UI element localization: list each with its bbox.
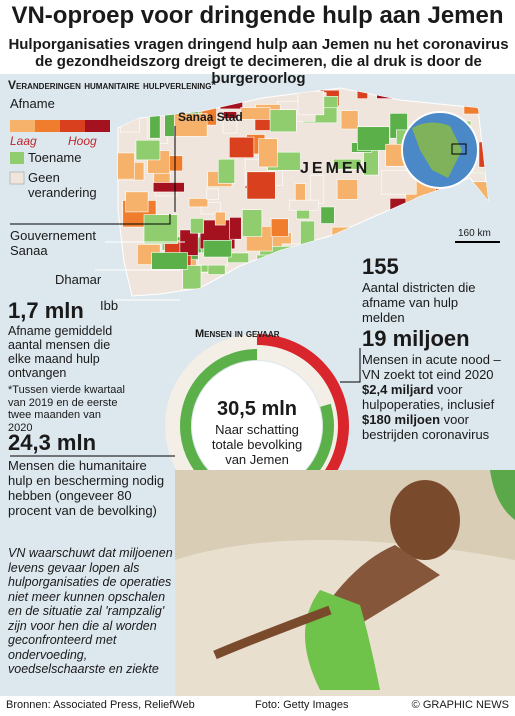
stat-text: Afname gemiddeld aantal mensen die elke … [8, 324, 113, 380]
district [179, 229, 199, 256]
district [217, 158, 236, 184]
legend-label: Geen verandering [28, 170, 97, 200]
district [222, 118, 238, 134]
text: voor hulpoperaties, inclusief [362, 382, 495, 412]
district [320, 206, 335, 224]
country-label: JEMEN [300, 160, 371, 177]
district [200, 202, 221, 215]
district [246, 171, 276, 200]
district [310, 175, 325, 204]
scale-label: 160 km [458, 228, 491, 239]
leader-line [340, 348, 361, 383]
legend-swatch [10, 120, 35, 132]
credit: © GRAPHIC NEWS [411, 699, 509, 711]
district [381, 169, 417, 195]
district [152, 182, 185, 193]
photo-head [390, 480, 460, 560]
district [357, 126, 390, 151]
legend-label: Toename [28, 150, 82, 165]
district [149, 113, 161, 139]
stat-text: Aantal districten die afname van hulp me… [362, 280, 476, 325]
district [240, 107, 271, 120]
photo-toy [490, 470, 515, 520]
district [169, 155, 183, 172]
footnote: *Tussen vierde kwartaal van 2019 en de e… [8, 384, 125, 434]
district [173, 113, 208, 137]
subtitle: Hulporganisaties vragen dringend hulp aa… [8, 36, 509, 87]
text: $2,4 miljard [362, 382, 434, 397]
place-label: Ibb [100, 298, 119, 313]
legend-swatch [10, 152, 24, 164]
district [269, 109, 297, 133]
district [182, 265, 202, 290]
place-label: Sanaa Stad [178, 110, 243, 124]
place-label: Dhamar [55, 272, 102, 287]
legend-label: Hoog [68, 134, 97, 148]
legend-swatch [9, 171, 25, 185]
district [229, 217, 242, 240]
district [258, 138, 278, 168]
district [289, 199, 319, 211]
district [297, 91, 325, 116]
total-text: Naar schatting totale bevolking van Jeme… [211, 422, 303, 467]
district [151, 252, 188, 270]
legend-swatch [60, 120, 85, 132]
text: $180 miljoen [362, 412, 441, 427]
district [333, 158, 362, 170]
globe-land [412, 122, 462, 178]
place-label: Gouvernement Sanaa [10, 228, 96, 258]
legend-label: Laag [10, 134, 37, 148]
district [214, 211, 226, 226]
text: Mensen in acute nood – VN zoekt tot eind… [362, 352, 501, 382]
value-label: 19 miljoen [362, 326, 470, 351]
text: voor bestrijden coronavirus [362, 412, 490, 442]
photo-leg [213, 605, 332, 660]
district [190, 218, 205, 234]
legend-label: Afname [10, 96, 55, 111]
chart-title: Mensen in gevaar [195, 328, 280, 340]
map-title: Veranderingen humanitaire hulpverlening* [8, 78, 217, 92]
district [188, 198, 209, 208]
district [336, 179, 359, 200]
district [203, 240, 232, 258]
warning: VN waarschuwt dat miljoenen levens gevaa… [8, 546, 173, 676]
photo-credit: Foto: Getty Images [255, 699, 349, 711]
district [340, 110, 359, 130]
district [143, 214, 178, 244]
district [206, 188, 219, 200]
district [228, 136, 255, 159]
title: VN-oproep voor dringende hulp aan Jemen [11, 2, 504, 29]
globe-marker [451, 143, 467, 155]
legend-swatch [85, 120, 110, 132]
value-label: 24,3 mln [8, 430, 97, 455]
total-label: 30,5 mln [216, 398, 298, 420]
donut-hole [192, 361, 322, 491]
photo [175, 470, 515, 696]
leader-line [10, 214, 171, 225]
value-text: Mensen in acute nood – VN zoekt tot eind… [362, 352, 507, 442]
district [125, 191, 149, 213]
sources: Bronnen: Associated Press, ReliefWeb [6, 699, 195, 711]
district [118, 152, 135, 180]
district [270, 218, 289, 237]
district [242, 209, 263, 237]
district [135, 139, 161, 161]
legend-swatch [35, 120, 60, 132]
stat-number: 155 [362, 254, 399, 279]
value-text: Mensen die humanitaire hulp en beschermi… [8, 458, 165, 518]
stat-number: 1,7 mln [8, 298, 84, 323]
